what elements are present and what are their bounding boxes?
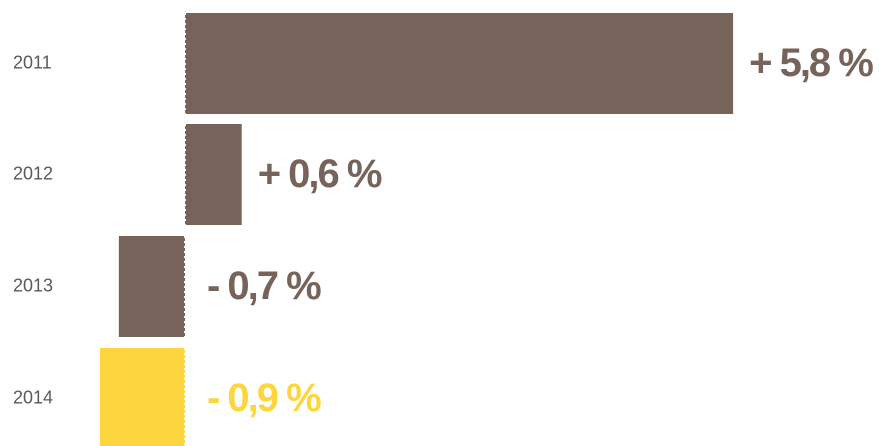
value-label: + 5,8 %	[749, 41, 873, 85]
value-label: - 0,9 %	[207, 376, 321, 420]
bar	[118, 236, 185, 337]
value-label: - 0,7 %	[207, 264, 321, 308]
bar	[99, 348, 185, 446]
bar	[185, 124, 242, 225]
category-label: 2012	[13, 163, 53, 183]
bar	[185, 13, 734, 114]
value-label: + 0,6 %	[258, 152, 382, 196]
category-label: 2014	[13, 387, 53, 407]
category-label: 2013	[13, 275, 53, 295]
category-label: 2011	[13, 52, 52, 72]
